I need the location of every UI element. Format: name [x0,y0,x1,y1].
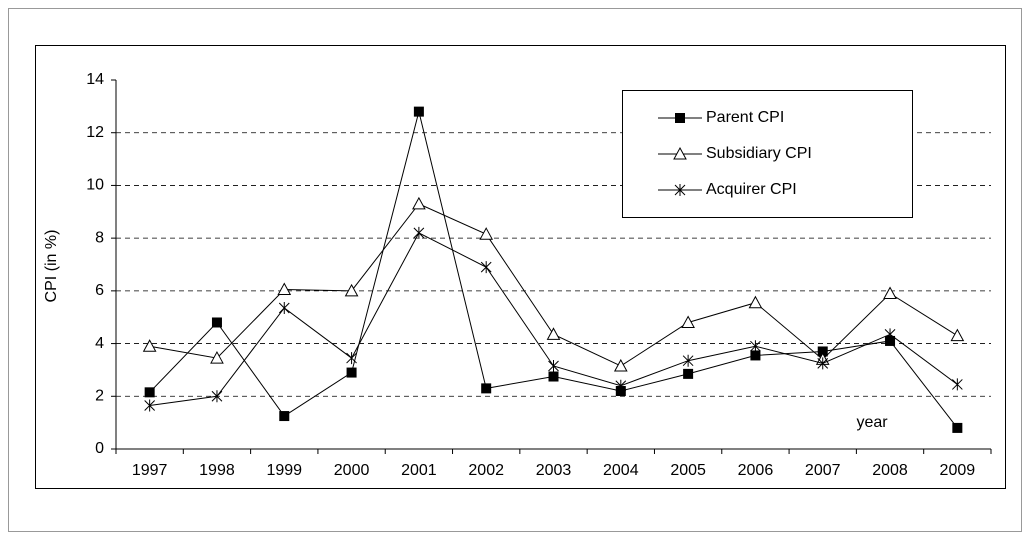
marker [673,146,687,160]
marker [748,295,763,309]
x-tick-label: 2009 [940,462,976,479]
y-tick-label: 12 [86,124,104,141]
marker [479,227,494,240]
x-tick-label: 2004 [603,462,639,479]
marker [817,346,828,357]
series-line [149,203,958,367]
marker [675,113,685,123]
annotation: year [856,414,888,431]
marker [615,379,627,392]
y-tick-label: 14 [86,71,104,88]
marker [683,368,694,379]
y-tick-label: 10 [86,177,104,194]
marker [142,339,157,352]
marker [344,283,359,297]
y-tick-label: 8 [95,229,104,246]
marker [950,328,965,342]
x-tick-label: 2003 [536,462,572,479]
marker [613,358,628,372]
marker [817,357,829,370]
marker [412,196,426,210]
y-tick-label: 0 [95,440,104,457]
marker [413,226,425,239]
marker [278,301,290,314]
legend-label: Acquirer CPI [706,181,797,198]
marker [346,352,357,365]
y-tick-label: 6 [95,282,104,299]
x-tick-label: 2008 [872,462,908,479]
marker [750,340,761,353]
marker [548,359,559,372]
marker [548,371,559,382]
marker [883,286,897,299]
marker [681,315,695,328]
marker [210,351,224,364]
x-tick-label: 1999 [266,462,302,479]
x-tick-label: 2007 [805,462,841,479]
legend-label: Subsidiary CPI [706,145,812,162]
marker [481,383,492,394]
y-axis-label: CPI (in %) [43,230,60,303]
marker [951,378,963,391]
marker [480,261,492,274]
marker [674,184,686,196]
marker [884,328,896,341]
marker [952,422,963,433]
marker [413,106,424,117]
marker [279,411,290,422]
x-tick-label: 2002 [468,462,504,479]
marker [211,317,222,328]
marker [277,282,292,296]
x-tick-label: 1998 [199,462,235,479]
x-tick-label: 1997 [132,462,168,479]
marker [211,390,223,403]
x-tick-label: 2005 [670,462,706,479]
marker [682,354,694,367]
y-tick-label: 2 [95,388,104,405]
x-tick-label: 2001 [401,462,437,479]
y-tick-label: 4 [95,335,104,352]
x-tick-label: 2006 [738,462,774,479]
outer-frame [8,8,1022,532]
marker [144,399,156,412]
x-tick-label: 2000 [334,462,370,479]
marker [885,335,896,346]
marker [546,327,561,340]
marker [144,387,155,398]
marker [346,367,357,378]
marker [750,350,761,361]
chart-frame [35,45,1006,489]
legend-label: Parent CPI [706,109,784,126]
